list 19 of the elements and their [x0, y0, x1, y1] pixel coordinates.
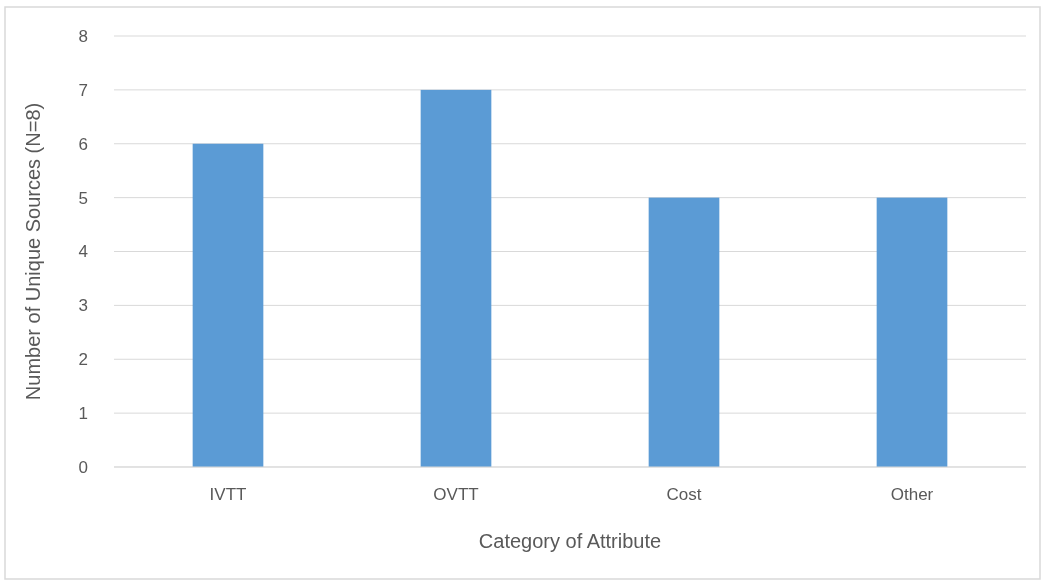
x-axis-title: Category of Attribute	[478, 530, 662, 552]
y-tick-label: 2	[78, 350, 88, 370]
x-tick-label: Other	[890, 485, 934, 504]
y-tick-label: 1	[78, 404, 88, 424]
y-axis-title: Number of Unique Sources (N=8)	[22, 102, 44, 401]
x-tick-label: Cost	[666, 485, 702, 504]
y-tick-label: 3	[78, 296, 88, 316]
x-tick-label: OVTT	[433, 485, 479, 504]
x-tick-label: IVTT	[209, 485, 247, 504]
y-tick-label: 0	[78, 457, 88, 477]
y-tick-label: 8	[78, 26, 88, 46]
y-tick-label: 6	[78, 134, 88, 154]
bar	[420, 89, 492, 467]
bar	[876, 197, 948, 467]
y-tick-label: 7	[78, 80, 88, 100]
bar	[192, 143, 264, 467]
y-tick-label: 4	[78, 242, 88, 262]
bar	[648, 197, 720, 467]
y-tick-label: 5	[78, 188, 88, 208]
